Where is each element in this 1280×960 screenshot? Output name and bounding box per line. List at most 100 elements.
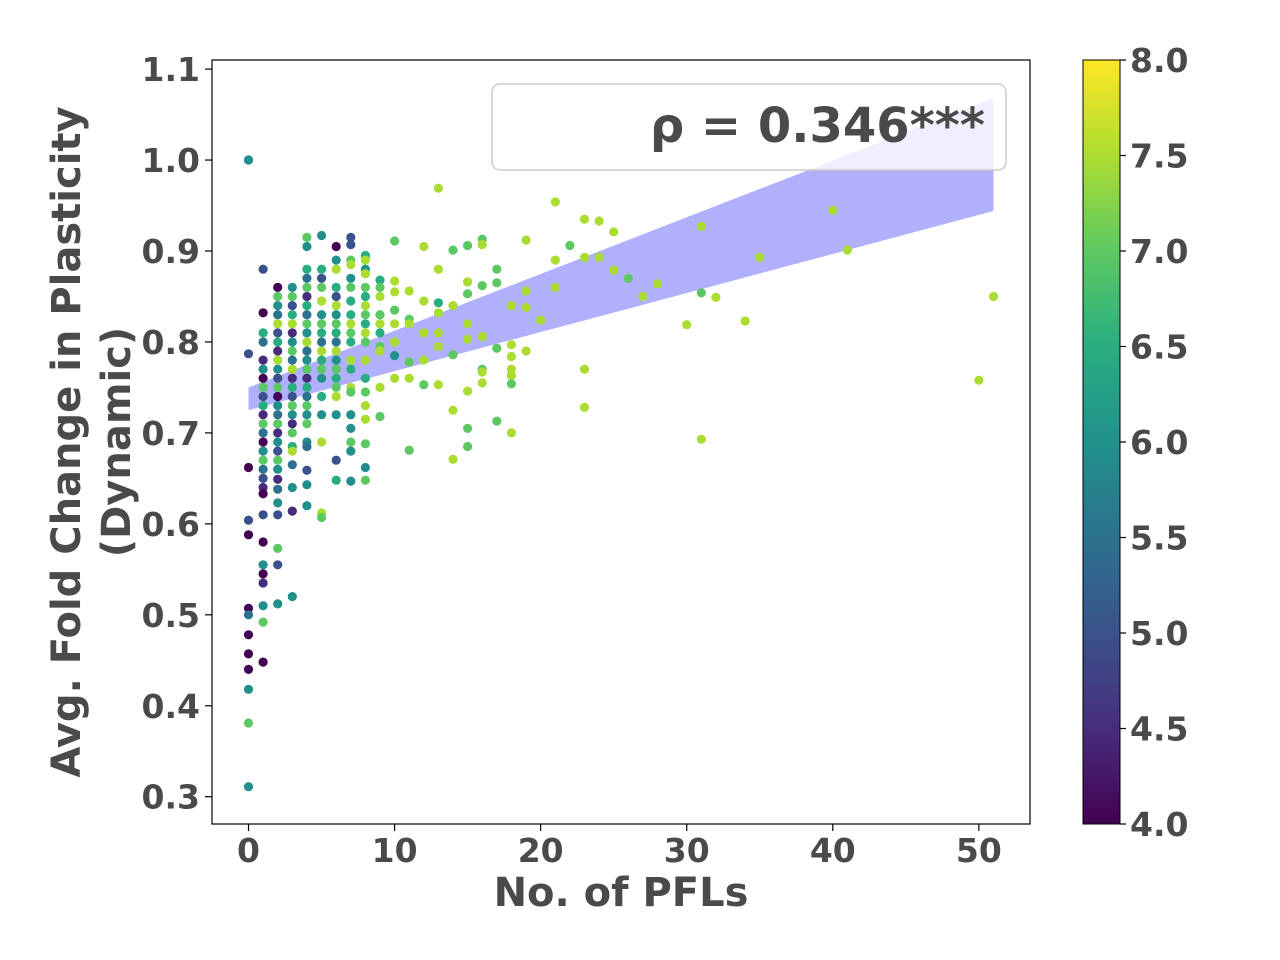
data-point: [258, 657, 268, 667]
data-point: [273, 337, 283, 347]
data-point: [360, 475, 370, 485]
annotation-box: [491, 83, 1007, 171]
data-point: [302, 301, 312, 311]
data-point: [302, 310, 312, 320]
data-point: [594, 216, 604, 226]
data-point: [273, 428, 283, 438]
data-point: [243, 515, 254, 525]
data-point: [258, 464, 268, 474]
data-point: [463, 289, 473, 299]
data-point: [302, 337, 312, 347]
x-tick-label: 0: [237, 831, 260, 870]
data-point: [273, 510, 283, 520]
data-point: [273, 437, 283, 447]
data-point: [638, 291, 648, 302]
y-tick-label: 1.1: [142, 50, 200, 89]
data-point: [360, 328, 370, 338]
data-points: [243, 155, 999, 792]
data-point: [550, 197, 560, 207]
data-point: [433, 341, 443, 352]
data-point: [287, 310, 297, 320]
colorbar-tick-label: 6.5: [1130, 328, 1188, 367]
data-point: [317, 391, 327, 402]
y-tick-label: 0.5: [142, 596, 200, 635]
data-point: [565, 240, 575, 251]
data-point: [331, 475, 341, 485]
data-point: [974, 375, 984, 385]
data-point: [375, 411, 385, 422]
data-point: [346, 328, 356, 338]
data-point: [696, 221, 706, 231]
data-point: [302, 282, 312, 292]
data-point: [477, 240, 487, 250]
data-point: [243, 649, 254, 659]
data-point: [419, 328, 429, 338]
data-point: [594, 252, 604, 262]
data-point: [331, 319, 341, 329]
data-point: [988, 291, 999, 302]
data-point: [404, 357, 414, 367]
data-point: [492, 278, 502, 288]
data-point: [448, 245, 458, 255]
data-point: [243, 610, 254, 620]
data-point: [302, 373, 312, 383]
y-tick-label: 0.7: [142, 414, 200, 453]
data-point: [273, 291, 283, 302]
data-point: [302, 382, 312, 392]
data-point: [652, 279, 663, 289]
data-point: [317, 273, 327, 283]
data-point: [243, 782, 254, 792]
data-point: [390, 337, 400, 347]
data-point: [609, 265, 619, 275]
data-point: [317, 512, 327, 523]
colorbar-tick-label: 5.5: [1130, 519, 1188, 558]
data-point: [287, 382, 297, 392]
data-point: [302, 364, 312, 374]
data-point: [302, 410, 312, 420]
data-point: [273, 310, 283, 320]
data-point: [317, 437, 327, 447]
data-point: [331, 455, 341, 465]
data-point: [346, 319, 356, 329]
data-point: [331, 346, 341, 356]
data-point: [419, 355, 429, 365]
y-tick-label: 0.9: [142, 232, 200, 271]
colorbar-tick-label: 7.0: [1130, 232, 1188, 271]
data-point: [273, 498, 283, 508]
data-point: [243, 530, 254, 540]
data-point: [506, 364, 516, 374]
data-point: [477, 331, 487, 342]
data-point: [682, 320, 692, 330]
data-point: [243, 155, 254, 165]
data-point: [287, 337, 297, 347]
data-point: [287, 482, 297, 493]
data-point: [828, 205, 838, 215]
data-point: [258, 364, 268, 374]
data-point: [463, 277, 473, 287]
data-point: [375, 275, 385, 285]
data-point: [506, 379, 516, 389]
data-point: [506, 340, 516, 350]
data-point: [360, 439, 370, 449]
data-point: [360, 269, 370, 279]
data-point: [346, 476, 356, 486]
data-point: [258, 578, 268, 588]
data-point: [317, 230, 327, 241]
data-point: [579, 364, 590, 374]
data-point: [360, 387, 370, 397]
data-point: [273, 382, 283, 392]
data-point: [346, 296, 356, 306]
data-point: [711, 292, 721, 302]
data-point: [521, 235, 531, 245]
data-point: [609, 227, 619, 237]
data-point: [287, 419, 297, 429]
data-point: [273, 543, 283, 554]
data-point: [302, 501, 312, 511]
data-point: [302, 264, 312, 274]
data-point: [331, 255, 341, 265]
y-tick-label: 0.6: [142, 505, 200, 544]
data-point: [360, 319, 370, 329]
data-point: [287, 346, 297, 356]
data-point: [506, 301, 516, 311]
data-point: [317, 410, 327, 420]
